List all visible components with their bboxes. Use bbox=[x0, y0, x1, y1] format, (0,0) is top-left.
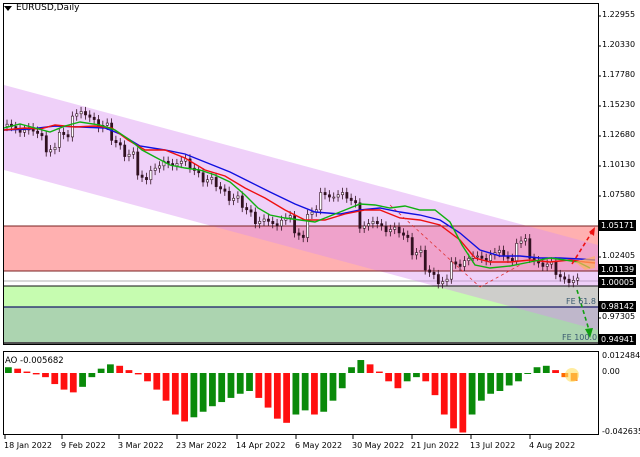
triangle-down-icon[interactable] bbox=[4, 5, 12, 11]
date-axis-label: 13 Jul 2022 bbox=[470, 441, 516, 450]
price-level-label: 0.98142 bbox=[599, 301, 637, 312]
ma-blue-line bbox=[3, 125, 596, 261]
candlesticks bbox=[5, 106, 580, 289]
date-axis-label: 18 Jan 2022 bbox=[4, 441, 52, 450]
price-level-label: 1.05171 bbox=[599, 220, 637, 231]
chart-title[interactable]: EURUSD,Daily bbox=[4, 3, 79, 13]
ao-histogram bbox=[5, 360, 578, 433]
price-axis-label: 1.15230 bbox=[602, 100, 636, 109]
ma-green-line bbox=[3, 121, 591, 269]
descending-channel bbox=[4, 85, 598, 330]
fe-100-label: FE 100.0 bbox=[562, 333, 598, 342]
bullish-arrow bbox=[571, 231, 593, 265]
date-axis-label: 4 Aug 2022 bbox=[529, 441, 576, 450]
price-level-label: 0.94941 bbox=[599, 334, 637, 345]
date-axis-label: 23 Mar 2022 bbox=[176, 441, 227, 450]
ao-axis-max: 0.012484 bbox=[602, 351, 640, 360]
price-axis-label: 1.12680 bbox=[602, 130, 636, 139]
price-axis-label: 1.10130 bbox=[602, 160, 636, 169]
price-axis-label: 0.97305 bbox=[602, 312, 636, 321]
date-axis-label: 21 Jun 2022 bbox=[411, 441, 460, 450]
support-zone-2 bbox=[4, 307, 598, 343]
price-level-label: 1.01139 bbox=[599, 264, 637, 275]
date-axis-label: 30 May 2022 bbox=[352, 441, 405, 450]
support-zone-1 bbox=[4, 286, 598, 307]
price-axis-label: 1.20330 bbox=[602, 40, 636, 49]
ao-indicator-label: AO -0.005682 bbox=[5, 356, 64, 366]
date-axis-label: 3 Mar 2022 bbox=[118, 441, 164, 450]
date-axis-label: 6 May 2022 bbox=[295, 441, 343, 450]
price-axis-label: 1.07580 bbox=[602, 190, 636, 199]
date-axis-label: 14 Apr 2022 bbox=[236, 441, 286, 450]
price-axis-label: 1.17780 bbox=[602, 70, 636, 79]
price-axis-label: 1.22955 bbox=[602, 10, 636, 19]
price-level-label: 1.00005 bbox=[599, 277, 637, 288]
fe-61-8-label: FE 61.8 bbox=[566, 297, 597, 306]
ao-axis-zero: 0.00 bbox=[602, 367, 620, 376]
date-axis-label: 9 Feb 2022 bbox=[61, 441, 106, 450]
price-axis-label: 1.02405 bbox=[602, 251, 636, 260]
ao-axis-min: -0.042635 bbox=[602, 427, 640, 436]
